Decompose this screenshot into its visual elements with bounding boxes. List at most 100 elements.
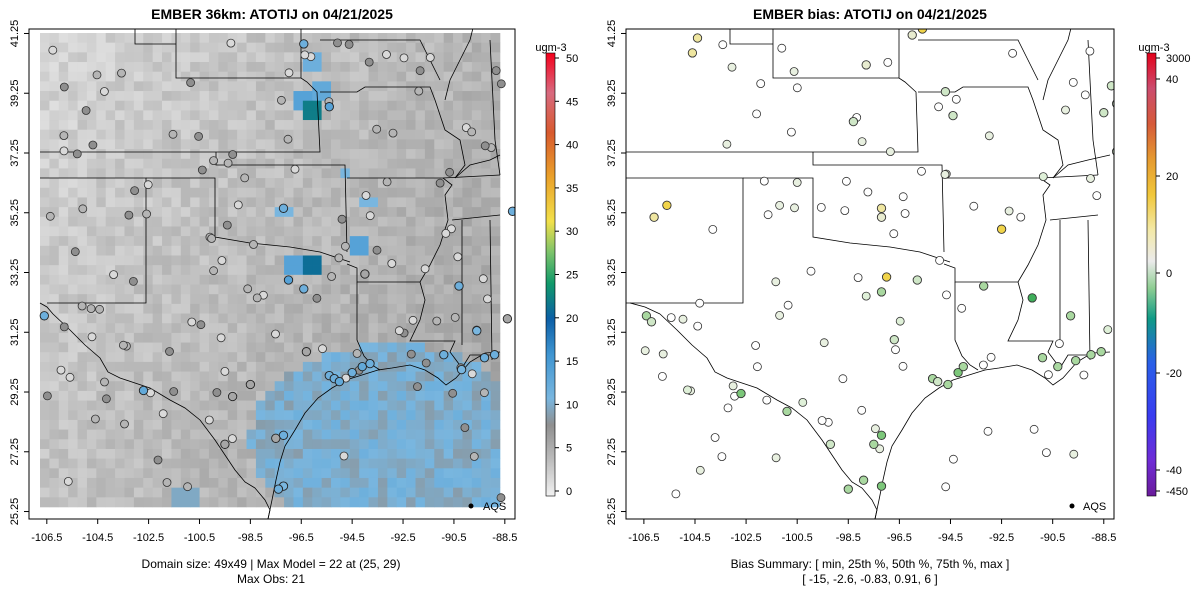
grid-cell <box>115 448 125 459</box>
grid-cell <box>208 52 219 63</box>
grid-cell <box>246 313 257 324</box>
grid-cell <box>105 91 116 102</box>
grid-cell <box>312 255 322 266</box>
grid-cell <box>68 255 78 266</box>
grid-cell <box>115 236 125 247</box>
grid-cell <box>443 468 454 479</box>
grid-cell <box>302 419 313 430</box>
grid-cell <box>293 226 304 237</box>
grid-cell <box>227 477 238 488</box>
colorbar-tick-label: 3000 <box>1166 53 1190 65</box>
grid-cell <box>387 274 398 285</box>
grid-cell <box>462 439 473 450</box>
station-marker <box>771 277 781 287</box>
grid-cell <box>331 158 341 169</box>
grid-cell <box>368 52 379 63</box>
grid-cell <box>312 129 322 140</box>
grid-cell <box>340 294 351 305</box>
station-marker <box>940 170 950 179</box>
grid-cell <box>415 294 426 305</box>
grid-cell <box>49 207 60 218</box>
station-marker <box>876 430 887 440</box>
grid-cell <box>490 390 501 401</box>
grid-cell <box>162 332 172 343</box>
grid-cell <box>68 91 78 102</box>
grid-cell <box>171 361 182 372</box>
grid-cell <box>246 323 257 334</box>
grid-cell <box>274 52 285 63</box>
grid-cell <box>312 71 322 82</box>
grid-cell <box>321 120 332 131</box>
x-tick-label: -100.5 <box>184 532 215 544</box>
grid-cell <box>359 294 369 305</box>
grid-cell <box>434 274 444 285</box>
grid-cell <box>387 323 398 334</box>
grid-cell <box>340 71 351 82</box>
grid-cell <box>377 390 388 401</box>
grid-cell <box>284 226 294 237</box>
station-marker <box>283 134 293 144</box>
grid-cell <box>471 236 482 247</box>
grid-cell <box>340 497 351 508</box>
grid-cell <box>406 110 416 121</box>
grid-cell <box>340 313 351 324</box>
grid-cell <box>293 390 304 401</box>
grid-cell <box>359 207 369 218</box>
grid-cell <box>180 207 191 218</box>
grid-cell <box>171 274 182 285</box>
grid-cell <box>58 429 69 440</box>
grid-cell <box>453 81 463 92</box>
grid-cell <box>96 400 107 411</box>
grid-cell <box>133 448 144 459</box>
grid-cell <box>368 313 379 324</box>
grid-cell <box>349 477 360 488</box>
grid-cell <box>293 187 304 198</box>
station-marker <box>327 272 337 281</box>
grid-cell <box>471 468 482 479</box>
grid-cell <box>124 313 135 324</box>
grid-cell <box>171 400 182 411</box>
grid-cell <box>86 168 97 179</box>
grid-cell <box>199 100 210 111</box>
grid-cell <box>302 197 313 208</box>
grid-cell <box>387 332 398 343</box>
grid-cell <box>143 497 153 508</box>
grid-cell <box>171 419 182 430</box>
grid-cell <box>143 62 153 72</box>
grid-cell <box>152 226 163 237</box>
station-marker <box>1037 353 1048 363</box>
grid-cell <box>274 313 285 324</box>
grid-cell <box>162 100 172 111</box>
grid-cell <box>462 207 473 218</box>
grid-cell <box>284 303 294 314</box>
grid-cell <box>453 207 463 218</box>
grid-cell <box>302 371 313 382</box>
grid-cell <box>255 100 266 111</box>
y-tick-label: 41.25 <box>606 20 618 48</box>
grid-cell <box>302 361 313 372</box>
grid-cell <box>77 390 88 401</box>
grid-cell <box>462 158 473 169</box>
grid-cell <box>237 371 247 382</box>
grid-cell <box>246 410 257 421</box>
grid-cell <box>190 429 200 440</box>
grid-cell <box>284 207 294 218</box>
station-marker <box>100 377 109 387</box>
grid-cell <box>293 265 304 276</box>
station-marker <box>753 362 762 372</box>
grid-cell <box>340 477 351 488</box>
grid-cell <box>349 313 360 324</box>
grid-cell <box>368 352 379 363</box>
grid-cell <box>40 52 50 63</box>
grid-cell <box>265 197 275 208</box>
left-legend-label: AQS <box>483 501 506 513</box>
grid-cell <box>340 236 351 247</box>
grid-cell <box>124 91 135 102</box>
grid-cell <box>180 284 191 295</box>
grid-cell <box>481 42 491 53</box>
grid-cell <box>368 439 379 450</box>
station-marker <box>226 38 236 48</box>
grid-cell <box>265 448 275 459</box>
grid-cell <box>434 468 444 479</box>
